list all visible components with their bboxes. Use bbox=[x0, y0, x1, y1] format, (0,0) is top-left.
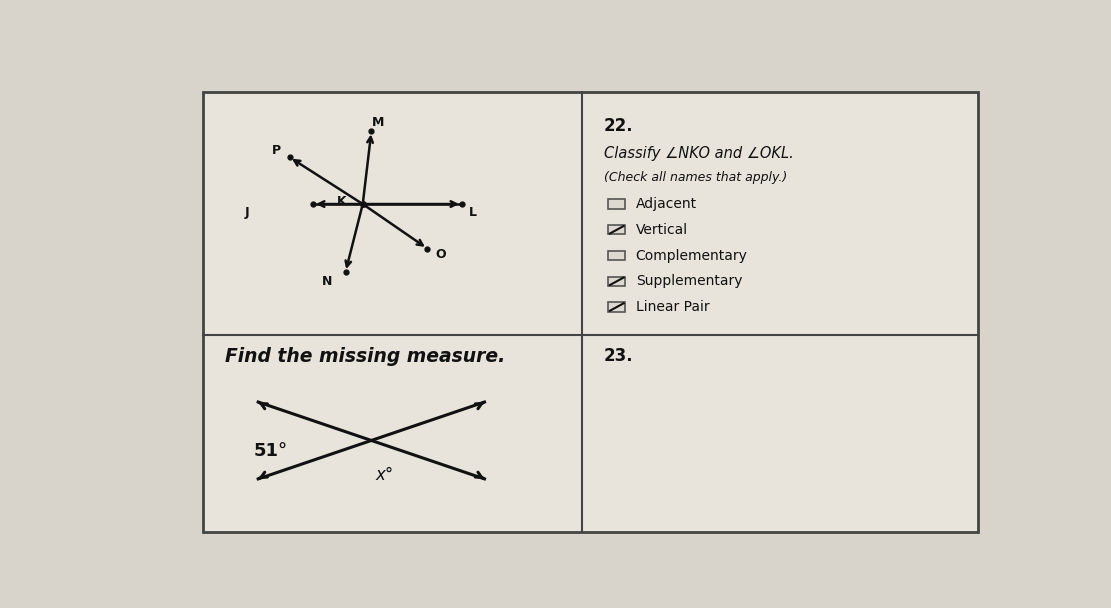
Text: L: L bbox=[469, 206, 477, 219]
Text: O: O bbox=[434, 248, 446, 261]
Bar bbox=[608, 277, 625, 286]
Text: K: K bbox=[337, 195, 346, 208]
Text: Linear Pair: Linear Pair bbox=[635, 300, 709, 314]
Text: Vertical: Vertical bbox=[635, 223, 688, 237]
Text: Find the missing measure.: Find the missing measure. bbox=[224, 347, 506, 366]
Bar bbox=[608, 199, 625, 209]
Text: J: J bbox=[244, 206, 249, 219]
Text: 51°: 51° bbox=[254, 442, 288, 460]
Text: M: M bbox=[372, 116, 384, 129]
Bar bbox=[608, 251, 625, 260]
Text: (Check all names that apply.): (Check all names that apply.) bbox=[604, 171, 787, 184]
Text: P: P bbox=[272, 143, 281, 157]
Bar bbox=[608, 225, 625, 235]
Text: Supplementary: Supplementary bbox=[635, 274, 742, 288]
Text: Classify ∠NKO and ∠OKL.: Classify ∠NKO and ∠OKL. bbox=[604, 145, 793, 161]
Text: 22.: 22. bbox=[604, 117, 633, 136]
Text: 23.: 23. bbox=[604, 347, 633, 365]
Text: x°: x° bbox=[376, 466, 393, 484]
Text: Adjacent: Adjacent bbox=[635, 197, 697, 211]
Text: Complementary: Complementary bbox=[635, 249, 748, 263]
Text: N: N bbox=[321, 275, 332, 288]
Bar bbox=[608, 302, 625, 312]
